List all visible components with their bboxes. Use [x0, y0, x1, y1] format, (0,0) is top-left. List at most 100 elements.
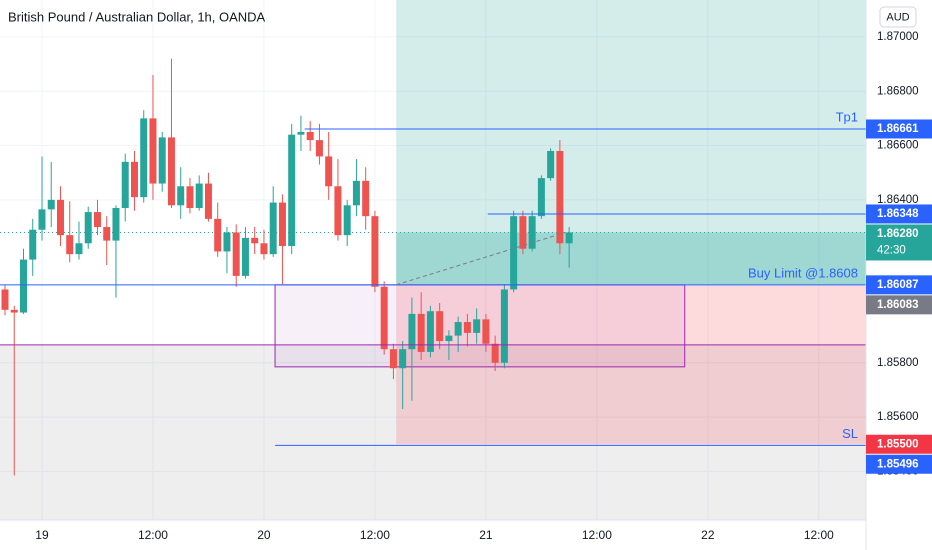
x-tick-label: 21 [479, 528, 493, 542]
candle-body [334, 186, 342, 236]
candle-body [537, 178, 545, 217]
candle-body [325, 156, 333, 187]
candle-body [408, 313, 416, 350]
y-tick-label: 1.87000 [877, 31, 919, 43]
candle-body [251, 237, 259, 244]
y-tick-label: 1.86600 [877, 140, 919, 152]
candle-body [278, 202, 286, 247]
price-tag [866, 224, 932, 261]
candle-body [167, 137, 175, 206]
candle-body [130, 161, 138, 198]
plot-layers [0, 0, 866, 520]
price-tag [866, 295, 932, 315]
target-zone [396, 0, 866, 285]
candle-body [426, 311, 434, 352]
x-tick-label: 19 [35, 528, 49, 542]
price-tag-label: 1.86661 [877, 123, 919, 135]
candle-body [29, 229, 37, 260]
candle-body [177, 186, 185, 206]
candle-body [38, 209, 46, 230]
candle-body [19, 259, 27, 313]
candle-body [260, 243, 268, 255]
x-tick-label: 12:00 [138, 528, 168, 542]
candle-body [140, 118, 148, 198]
candle-body [482, 319, 490, 344]
currency-box[interactable] [879, 6, 917, 28]
candle-body [93, 212, 101, 228]
level-label: SL [842, 426, 858, 441]
candle-body [436, 311, 444, 342]
price-tag-label: 1.86087 [877, 279, 919, 291]
candle-body [380, 286, 388, 350]
candle-body [204, 183, 212, 219]
price-tag-label: 1.86083 [877, 299, 919, 311]
price-tag-label: 1.86348 [877, 208, 919, 220]
plot-overlays [0, 128, 866, 446]
candle-body [565, 232, 573, 244]
stop-zone [396, 284, 866, 445]
price-tag [866, 454, 932, 474]
candle-body [500, 289, 508, 363]
candle-body [158, 137, 166, 184]
candle-body [47, 199, 55, 210]
candle-body [223, 232, 231, 252]
candle-body [352, 180, 360, 206]
candle-body [149, 118, 157, 184]
candle-body [491, 343, 499, 363]
profit-fill [396, 232, 866, 285]
x-tick-label: 20 [257, 528, 271, 542]
candle-body [121, 161, 129, 208]
candle-body [112, 208, 120, 241]
x-tick-label: 12:00 [360, 528, 390, 542]
x-tick-label: 22 [701, 528, 715, 542]
price-tag [866, 275, 932, 295]
x-tick-label: 12:00 [804, 528, 834, 542]
y-tick-label: 1.86400 [877, 194, 919, 206]
price-tag [866, 204, 932, 224]
candle-body [547, 150, 555, 179]
candle-body [343, 205, 351, 236]
candle-body [306, 131, 314, 141]
candle-body [10, 309, 18, 313]
candle-body [269, 202, 277, 255]
candle-body [399, 349, 407, 369]
price-tag-label: 1.85500 [877, 438, 919, 450]
candle-body [417, 313, 425, 352]
candle-body [389, 349, 397, 369]
candle-body [1, 289, 9, 310]
candle-body [214, 218, 222, 252]
currency[interactable]: AUD [886, 11, 909, 23]
chart-title: British Pound / Australian Dollar, 1h, O… [8, 9, 266, 24]
candle-body [315, 140, 323, 157]
y-tick-label: 1.85600 [877, 411, 919, 423]
price-tag [866, 119, 932, 139]
candle-body [75, 243, 83, 255]
candle-body [454, 322, 462, 336]
candle-body [186, 186, 194, 208]
level-label: Buy Limit @1.8608 [748, 265, 858, 280]
candle-body [297, 131, 305, 135]
y-tick-label: 1.86800 [877, 85, 919, 97]
candle-body [195, 183, 203, 208]
level-label: Tp1 [836, 109, 858, 124]
candle-body [66, 235, 74, 255]
candle-body [103, 227, 111, 241]
x-tick-label: 12:00 [582, 528, 612, 542]
countdown: 42:30 [877, 245, 906, 257]
candle-body [445, 335, 453, 342]
candle-body [232, 232, 240, 276]
candle-body [519, 216, 527, 249]
candle-body [528, 216, 536, 249]
candle-body [288, 134, 296, 247]
price-tag-label: 1.86280 [877, 228, 919, 240]
candle-body [241, 237, 249, 276]
candle-body [473, 319, 481, 333]
candle-body [362, 180, 370, 217]
y-tick-label: 1.85800 [877, 357, 919, 369]
price-tag-label: 1.85496 [877, 458, 919, 470]
candle-body [56, 199, 64, 236]
candle-body [371, 216, 379, 287]
candle-body [84, 212, 92, 244]
candle-body [510, 216, 518, 290]
